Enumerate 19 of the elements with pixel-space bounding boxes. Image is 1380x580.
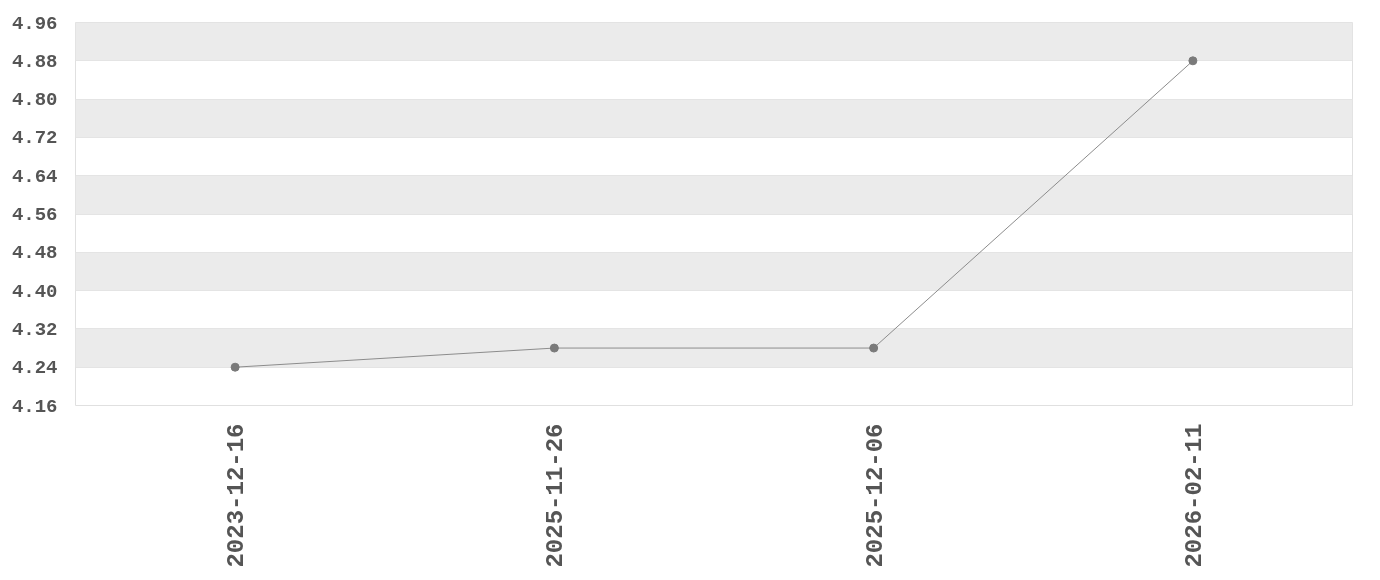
y-tick-label: 4.32 — [11, 318, 58, 341]
point — [869, 343, 879, 353]
y-tick-label: 4.56 — [11, 204, 58, 226]
point — [549, 343, 559, 353]
point — [1188, 56, 1198, 66]
y-tick-label: 4.16 — [11, 395, 58, 418]
y-tick-label: 4.64 — [11, 165, 58, 188]
point — [230, 362, 240, 372]
x-tick-label: 2026-02-11 — [1180, 423, 1208, 568]
y-tick-label: 4.80 — [11, 89, 58, 112]
y-tick-label: 4.72 — [11, 127, 58, 150]
y-tick-label: 4.48 — [11, 242, 58, 265]
x-tick-label: 2023-12-16 — [223, 423, 251, 568]
y-tick-label: 4.96 — [11, 12, 58, 35]
y-tick-label: 4.40 — [11, 280, 58, 303]
y-tick-label: 4.88 — [11, 50, 58, 73]
x-tick-label: 2025-12-06 — [861, 423, 889, 568]
x-tick-label: 2025-11-26 — [542, 423, 570, 568]
y-tick-label: 4.24 — [11, 357, 58, 380]
